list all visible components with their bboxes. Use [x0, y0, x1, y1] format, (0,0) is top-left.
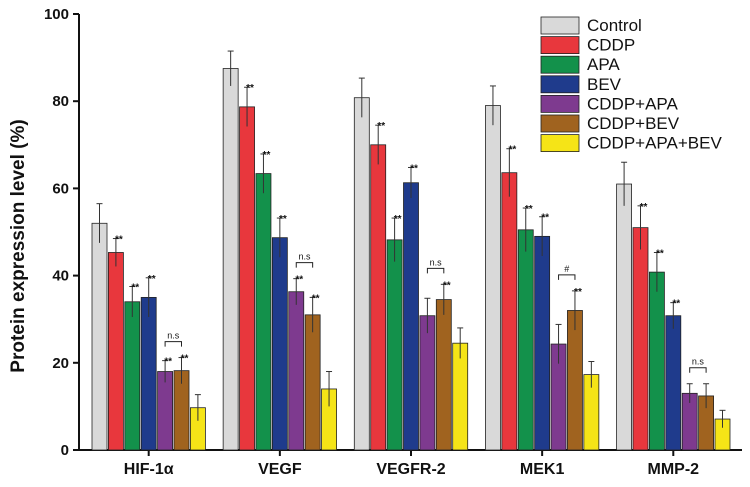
legend-swatch: [540, 55, 580, 74]
legend-label: CDDP: [587, 36, 635, 55]
x-category-label: MMP-2: [648, 461, 700, 478]
significance-mark: **: [656, 248, 664, 259]
bar: [485, 105, 501, 451]
legend-swatch: [540, 134, 580, 153]
bar: [271, 237, 288, 451]
significance-annotations: ** ** ** ** ** ** ** ** ** ** ** ** ** ** ** ** ** ** ** **…: [115, 83, 707, 373]
bar: [157, 371, 174, 451]
significance-mark: **: [394, 214, 402, 225]
bar: [108, 252, 124, 451]
bar: [222, 68, 239, 451]
bar: [353, 97, 370, 451]
legend-swatch: [540, 95, 580, 113]
bar: [632, 227, 649, 451]
bar: [239, 106, 255, 451]
bracket-line: [164, 341, 182, 347]
y-axis-title: Protein expression level (%): [8, 119, 29, 372]
legend: ControlCDDPAPABEVCDDP+APACDDP+BEVCDDP+AP…: [540, 16, 722, 153]
significance-mark: **: [574, 287, 582, 298]
bar: [386, 239, 403, 451]
legend-swatch: [540, 114, 580, 133]
significance-mark: **: [377, 121, 385, 132]
y-tick-label: 20: [52, 355, 69, 372]
y-tick-label: 0: [61, 442, 69, 459]
bar: [403, 182, 419, 451]
bar-groups: [91, 50, 731, 451]
significance-mark: **: [115, 235, 123, 246]
significance-mark: **: [263, 150, 271, 161]
bar: [419, 315, 436, 451]
bar: [91, 222, 108, 451]
significance-mark: **: [295, 275, 303, 286]
significance-mark: **: [312, 293, 320, 304]
y-tick-label: 100: [44, 6, 69, 23]
bar: [567, 310, 583, 451]
bar: [501, 172, 518, 451]
significance-mark: **: [279, 214, 287, 225]
bar: [534, 235, 551, 451]
chart-axes: 0 20 40 60 80 100 HIF-1α VEGF VEGFR-2 MEK1 MMP-2: [44, 6, 742, 478]
bracket-label: n.s: [430, 257, 443, 267]
x-category-label: HIF-1α: [124, 461, 174, 478]
legend-swatch: [540, 36, 580, 54]
bar: [616, 183, 632, 451]
significance-mark: **: [541, 213, 549, 224]
significance-mark: **: [131, 283, 139, 294]
significance-mark: **: [246, 83, 254, 94]
legend-label: APA: [587, 55, 620, 74]
x-category-label: VEGF: [258, 461, 302, 478]
bar: [140, 296, 157, 451]
bracket-label: n.s: [298, 252, 311, 262]
legend-label: Control: [587, 16, 642, 35]
significance-mark: **: [672, 299, 680, 310]
significance-mark: **: [525, 204, 533, 215]
bar: [255, 173, 272, 451]
bar: [517, 229, 534, 451]
significance-mark: **: [508, 145, 516, 156]
legend-label: CDDP+BEV: [587, 114, 680, 133]
bracket-line: [295, 262, 314, 268]
legend-swatch: [540, 75, 580, 94]
significance-mark: **: [181, 354, 189, 365]
y-tick-label: 80: [52, 93, 69, 110]
significance-mark: **: [640, 202, 648, 213]
significance-mark: **: [443, 280, 451, 291]
x-category-label: VEGFR-2: [376, 461, 445, 478]
bracket-line: [558, 274, 576, 280]
significance-mark: **: [148, 274, 156, 285]
legend-swatch: [540, 16, 580, 35]
y-tick-label: 40: [52, 268, 69, 285]
bar: [435, 299, 452, 451]
bracket-line: [426, 267, 445, 274]
bar: [370, 144, 387, 451]
bar: [452, 342, 469, 451]
bar: [124, 301, 141, 451]
bar: [304, 314, 321, 451]
bracket-line: [689, 367, 707, 373]
significance-mark: **: [410, 163, 418, 174]
legend-label: BEV: [587, 75, 622, 94]
bracket-label: #: [564, 264, 569, 274]
significance-mark: **: [164, 357, 172, 368]
bar: [288, 291, 305, 451]
legend-label: CDDP+APA+BEV: [587, 134, 722, 153]
bracket-label: n.s: [692, 357, 705, 367]
x-category-label: MEK1: [520, 461, 565, 478]
bar: [665, 315, 682, 451]
bar: [649, 271, 665, 451]
y-tick-label: 60: [52, 180, 69, 197]
bracket-label: n.s: [167, 331, 180, 341]
legend-label: CDDP+APA: [587, 94, 679, 113]
